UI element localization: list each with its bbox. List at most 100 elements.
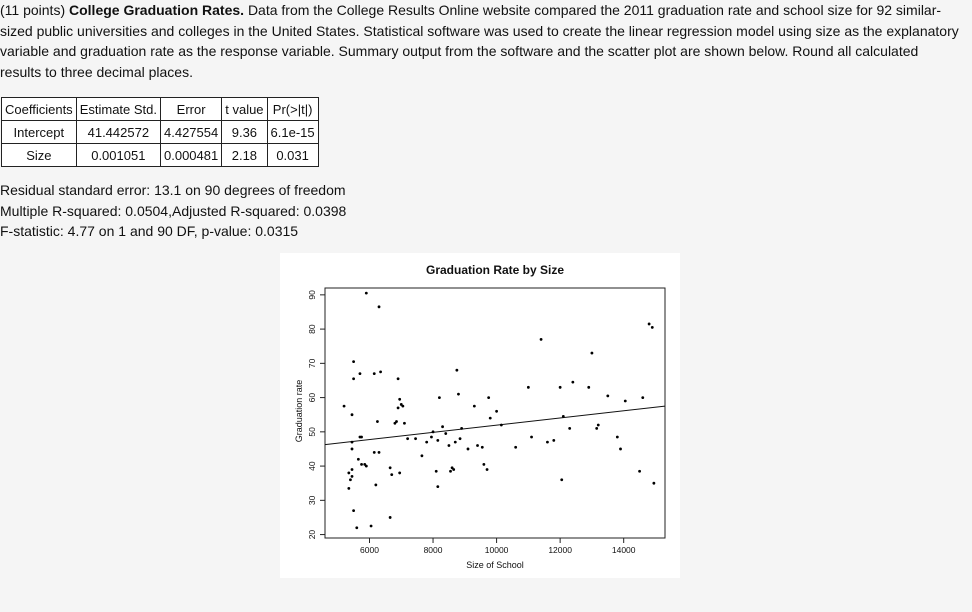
problem-statement: (11 points) College Graduation Rates. Da…	[0, 0, 960, 82]
table-cell: 0.001051	[75, 143, 162, 167]
data-point	[350, 468, 354, 471]
data-point	[377, 450, 381, 454]
data-point	[590, 351, 594, 355]
data-point	[347, 486, 351, 490]
data-point	[587, 385, 591, 389]
header-cell: Coefficients	[1, 97, 77, 121]
data-point	[376, 420, 379, 423]
y-tick-label: 20	[307, 530, 317, 540]
data-point	[650, 325, 654, 329]
y-tick-label: 90	[307, 290, 317, 300]
data-point	[641, 396, 645, 399]
table-cell: Intercept	[1, 120, 77, 144]
data-point	[487, 396, 491, 399]
data-point	[347, 471, 351, 475]
data-point	[369, 524, 373, 528]
summary-line: F-statistic: 4.77 on 1 and 90 DF, p-valu…	[0, 223, 299, 239]
data-point	[571, 380, 575, 384]
data-point	[355, 526, 359, 530]
data-point	[499, 423, 503, 427]
data-point	[466, 447, 470, 451]
data-point	[558, 385, 562, 389]
data-point	[395, 420, 398, 423]
data-point	[436, 485, 440, 489]
header-cell: Error	[159, 97, 223, 121]
scatter-plot: Graduation Rate by Size Size of School G…	[280, 253, 680, 578]
data-point	[377, 305, 381, 309]
problem-points: (11 points)	[0, 2, 66, 18]
y-tick-label: 70	[307, 358, 317, 368]
data-point	[444, 432, 448, 435]
data-point	[615, 435, 619, 439]
data-point	[530, 435, 533, 439]
data-point	[441, 425, 444, 429]
coefficients-table: Coefficients Estimate Std. Error t value…	[1, 97, 319, 167]
y-tick-label: 80	[307, 324, 317, 334]
data-point	[352, 360, 355, 364]
data-point	[552, 438, 556, 442]
x-tick-label: 6000	[360, 545, 379, 555]
data-point	[638, 469, 641, 473]
table-header-row: Coefficients Estimate Std. Error t value…	[1, 97, 319, 121]
data-point	[360, 435, 363, 439]
data-point	[390, 473, 394, 477]
data-point	[388, 516, 392, 519]
data-point	[406, 437, 410, 441]
data-point	[352, 377, 355, 381]
data-point	[349, 478, 352, 482]
data-point	[539, 337, 543, 341]
scatter-plot-svg: Graduation Rate by Size Size of School G…	[294, 263, 666, 570]
data-points	[324, 291, 666, 530]
data-point	[364, 291, 368, 295]
table-cell: 2.18	[221, 143, 268, 167]
data-point	[457, 392, 460, 396]
data-point	[437, 396, 441, 399]
axes: 6000 8000 10000 12000 14000 20 30 40 50 60 70 80 90	[307, 287, 666, 555]
problem-title: College Graduation Rates.	[69, 2, 245, 18]
data-point	[546, 440, 549, 444]
table-row: Size 0.001051 0.000481 2.18 0.031	[1, 143, 319, 167]
x-tick-label: 14000	[612, 545, 636, 555]
data-point	[374, 483, 378, 487]
x-tick-label: 10000	[485, 545, 509, 555]
data-point	[623, 399, 627, 403]
data-point	[447, 444, 451, 447]
data-point	[514, 445, 518, 449]
chart-title: Graduation Rate by Size	[426, 263, 564, 277]
y-tick-label: 40	[307, 461, 317, 471]
data-point	[401, 404, 405, 408]
data-point	[398, 397, 402, 401]
data-point	[403, 421, 406, 425]
data-point	[596, 423, 600, 427]
y-tick-label: 30	[307, 495, 317, 505]
table-cell: 41.442572	[75, 120, 162, 144]
x-tick-label: 8000	[424, 545, 443, 555]
data-point	[396, 406, 400, 410]
data-point	[414, 437, 417, 441]
data-point	[388, 466, 392, 470]
data-point	[458, 437, 462, 441]
data-point	[425, 440, 429, 444]
table-cell: Size	[1, 143, 77, 167]
data-point	[358, 372, 362, 376]
data-point	[453, 440, 457, 444]
data-point	[568, 427, 572, 430]
data-point	[495, 409, 498, 413]
data-point	[476, 444, 479, 447]
data-point	[560, 478, 564, 482]
data-point	[652, 481, 656, 485]
data-point	[356, 457, 360, 461]
data-point	[606, 394, 610, 398]
data-point	[420, 454, 424, 458]
data-point	[350, 440, 354, 444]
data-point	[455, 368, 459, 372]
data-point	[485, 468, 489, 471]
data-point	[352, 509, 355, 513]
data-point	[342, 404, 346, 408]
data-point	[398, 471, 402, 475]
data-point	[472, 404, 476, 408]
table-cell: 0.031	[266, 143, 319, 167]
data-point	[363, 462, 367, 466]
data-point	[372, 372, 376, 376]
summary-line: Residual standard error: 13.1 on 90 degr…	[0, 182, 346, 198]
